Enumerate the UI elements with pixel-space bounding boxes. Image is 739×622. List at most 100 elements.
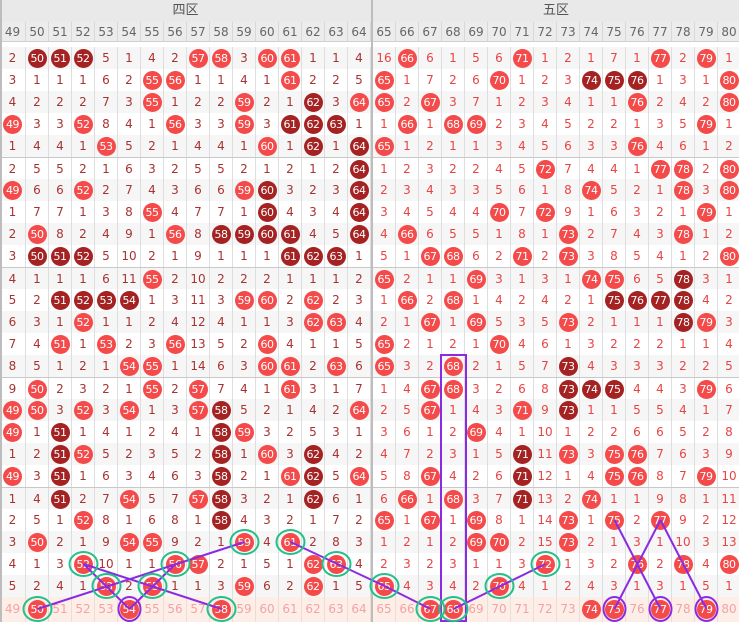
select-number-78[interactable]: 78 [672,597,695,622]
omission-cell: 8 [325,531,348,553]
column-header[interactable]: 80 [718,22,739,42]
select-number-79[interactable]: 79 [695,597,718,622]
select-number-70[interactable]: 70 [488,597,511,622]
select-number-57[interactable]: 57 [187,597,210,622]
select-number-55[interactable]: 55 [141,597,164,622]
column-header[interactable]: 79 [695,22,718,42]
omission-cell: 67 [419,378,442,400]
column-header[interactable]: 50 [26,22,49,42]
omission-cell: 64 [348,465,371,487]
hit-ball: 69 [466,115,486,134]
column-header[interactable]: 70 [488,22,511,42]
omission-cell: 80 [718,158,739,180]
select-number-67[interactable]: 67 [419,597,442,622]
select-number-63[interactable]: 63 [325,597,348,622]
column-header[interactable]: 55 [141,22,164,42]
column-header[interactable]: 66 [396,22,419,42]
omission-cell: 1 [626,575,649,597]
omission-cell: 79 [695,47,718,69]
column-header[interactable]: 65 [373,22,396,42]
select-number-52[interactable]: 52 [72,597,95,622]
column-header[interactable]: 67 [419,22,442,42]
select-number-62[interactable]: 62 [302,597,325,622]
column-header[interactable]: 63 [325,22,348,42]
column-header[interactable]: 52 [72,22,95,42]
selected-ball[interactable]: 54 [119,600,139,619]
omission-cell: 3 [49,553,72,575]
column-header[interactable]: 54 [118,22,141,42]
column-header[interactable]: 78 [672,22,695,42]
column-header[interactable]: 72 [534,22,557,42]
select-number-75[interactable]: 75 [603,597,626,622]
select-number-65[interactable]: 65 [373,597,396,622]
select-number-60[interactable]: 60 [256,597,279,622]
column-header[interactable]: 75 [603,22,626,42]
hit-ball: 77 [650,49,670,68]
select-number-53[interactable]: 53 [95,597,118,622]
column-header[interactable]: 59 [233,22,256,42]
select-number-72[interactable]: 72 [534,597,557,622]
omission-cell: 2 [557,575,580,597]
select-number-76[interactable]: 76 [626,597,649,622]
omission-cell: 59 [233,113,256,135]
column-header[interactable]: 64 [348,22,371,42]
column-header[interactable]: 53 [95,22,118,42]
select-number-77[interactable]: 77 [649,597,672,622]
selected-ball[interactable]: 75 [604,600,624,619]
selected-ball[interactable]: 74 [581,600,601,619]
omission-cell: 1 [442,47,465,69]
omission-cell: 6 [373,488,396,510]
column-header[interactable]: 51 [49,22,72,42]
omission-cell: 3 [0,531,26,553]
omission-cell: 3 [419,575,442,597]
column-header[interactable]: 57 [187,22,210,42]
select-number-73[interactable]: 73 [557,597,580,622]
select-number-61[interactable]: 61 [279,597,302,622]
selected-ball[interactable]: 68 [443,600,463,619]
selected-ball[interactable]: 50 [27,600,47,619]
select-number-66[interactable]: 66 [396,597,419,622]
selected-ball[interactable]: 58 [211,600,231,619]
select-number-58[interactable]: 58 [210,597,233,622]
select-number-64[interactable]: 64 [348,597,371,622]
column-header[interactable]: 62 [302,22,325,42]
select-number-56[interactable]: 56 [164,597,187,622]
selected-ball[interactable]: 79 [696,600,716,619]
column-header[interactable]: 49 [0,22,26,42]
omission-cell: 4 [396,201,419,223]
select-number-51[interactable]: 51 [49,597,72,622]
omission-cell: 68 [442,289,465,311]
select-number-80[interactable]: 80 [718,597,739,622]
column-header[interactable]: 68 [442,22,465,42]
hit-ball: 67 [420,401,440,420]
column-header[interactable]: 73 [557,22,580,42]
select-number-74[interactable]: 74 [580,597,603,622]
omission-cell: 50 [26,399,49,421]
column-header[interactable]: 71 [511,22,534,42]
select-number-68[interactable]: 68 [442,597,465,622]
column-header[interactable]: 77 [649,22,672,42]
column-header[interactable]: 69 [465,22,488,42]
column-header[interactable]: 76 [626,22,649,42]
hit-ball: 50 [27,533,47,552]
column-header[interactable]: 58 [210,22,233,42]
omission-cell: 1 [95,158,118,180]
column-header[interactable]: 60 [256,22,279,42]
repeat-ball: 58 [211,467,231,486]
column-header[interactable]: 74 [580,22,603,42]
hit-ball: 49 [3,401,22,420]
select-number-50[interactable]: 50 [26,597,49,622]
omission-cell: 4 [511,575,534,597]
column-header[interactable]: 56 [164,22,187,42]
select-number-54[interactable]: 54 [118,597,141,622]
selected-ball[interactable]: 77 [650,600,670,619]
select-number-71[interactable]: 71 [511,597,534,622]
select-number-69[interactable]: 69 [465,597,488,622]
select-number-49[interactable]: 49 [0,597,26,622]
column-header[interactable]: 61 [279,22,302,42]
selected-ball[interactable]: 67 [420,600,440,619]
omission-cell: 2 [302,69,325,91]
omission-cell: 4 [442,465,465,487]
select-number-59[interactable]: 59 [233,597,256,622]
omission-cell: 73 [557,509,580,531]
